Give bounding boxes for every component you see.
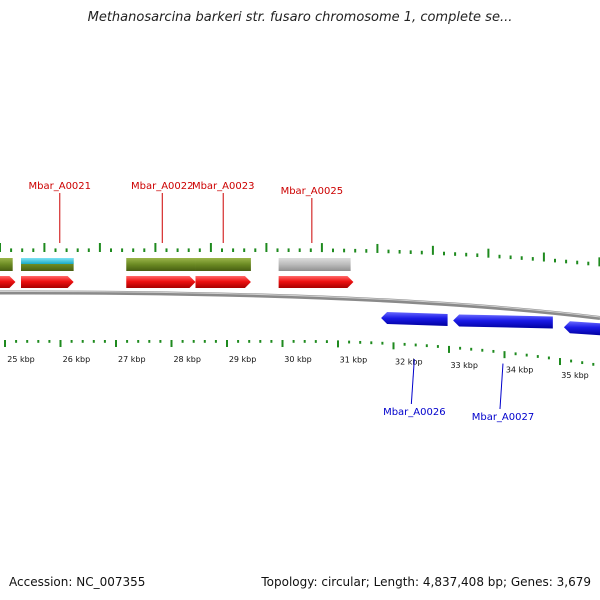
kbp-tick-label: 29 kbp: [229, 355, 257, 364]
kbp-scale: 25 kbp 26 kbp 27 kbp 28 kbp 29 kbp 30 kbp 31 k…: [7, 355, 589, 380]
forward-cds-track: [0, 276, 354, 288]
gene-label[interactable]: Mbar_A0025: [281, 186, 344, 197]
genome-stats-text: Topology: circular; Length: 4,837,408 bp…: [261, 575, 591, 589]
gene-box[interactable]: [195, 258, 251, 271]
gene-label[interactable]: Mbar_A0021: [29, 181, 92, 192]
kbp-tick-label: 25 kbp: [7, 355, 35, 364]
gene-label[interactable]: Mbar_A0027: [472, 412, 535, 423]
kbp-tick-label: 34 kbp: [506, 365, 534, 374]
reverse-cds-arrow[interactable]: [563, 321, 600, 336]
gene-label-leader: [499, 363, 504, 410]
gc-skew-track-bottom: [4, 340, 595, 366]
reverse-cds-arrow[interactable]: [381, 311, 448, 326]
sequence-backbone: [0, 290, 600, 320]
kbp-tick-label: 30 kbp: [284, 355, 312, 364]
gc-skew-track-top: [0, 243, 600, 267]
forward-cds-arrow[interactable]: [195, 276, 251, 288]
reverse-cds-arrow[interactable]: [453, 314, 553, 329]
accession-text: Accession: NC_007355: [9, 575, 146, 589]
pseudo-gene-box[interactable]: [278, 258, 351, 271]
forward-cds-arrow[interactable]: [126, 276, 196, 288]
kbp-tick-label: 31 kbp: [340, 356, 368, 365]
kbp-tick-label: 35 kbp: [561, 371, 589, 380]
gene-box[interactable]: [0, 258, 13, 271]
gene-label-leader: [410, 359, 415, 405]
gene-label[interactable]: Mbar_A0023: [192, 181, 255, 192]
reverse-cds-track: [381, 311, 600, 336]
kbp-tick-label: 26 kbp: [63, 355, 91, 364]
kbp-tick-label: 32 kbp: [395, 358, 423, 367]
sequence-backbone-highlight: [0, 290, 600, 318]
kbp-tick-label: 33 kbp: [450, 361, 478, 370]
forward-cds-arrow[interactable]: [21, 276, 74, 288]
kbp-tick-label: 28 kbp: [173, 355, 201, 364]
gene-label[interactable]: Mbar_A0026: [383, 407, 446, 418]
highlight-gene-box[interactable]: [21, 258, 74, 264]
forward-cds-arrow[interactable]: [278, 276, 354, 288]
gene-box[interactable]: [126, 258, 196, 271]
forward-cds-arrow[interactable]: [0, 276, 16, 288]
gene-label[interactable]: Mbar_A0022: [131, 181, 194, 192]
kbp-tick-label: 27 kbp: [118, 355, 146, 364]
map-title: Methanosarcina barkeri str. fusaro chrom…: [87, 10, 513, 25]
gene-track: [0, 258, 351, 271]
